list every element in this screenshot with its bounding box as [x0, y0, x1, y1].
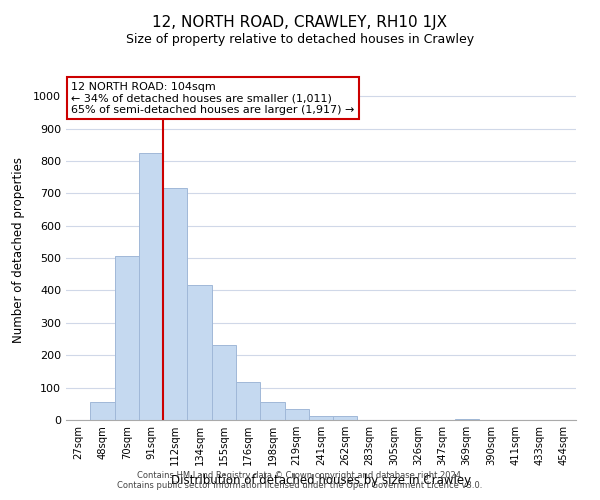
Text: 12 NORTH ROAD: 104sqm
← 34% of detached houses are smaller (1,011)
65% of semi-d: 12 NORTH ROAD: 104sqm ← 34% of detached … [71, 82, 355, 115]
Y-axis label: Number of detached properties: Number of detached properties [12, 157, 25, 343]
Bar [90, 402, 115, 420]
Bar [115, 256, 139, 420]
Bar [455, 418, 479, 420]
Text: 12, NORTH ROAD, CRAWLEY, RH10 1JX: 12, NORTH ROAD, CRAWLEY, RH10 1JX [152, 15, 448, 30]
Bar [212, 344, 236, 420]
Text: Size of property relative to detached houses in Crawley: Size of property relative to detached ho… [126, 32, 474, 46]
Bar [187, 284, 212, 420]
Bar [260, 402, 284, 420]
Bar [309, 416, 333, 420]
Bar [236, 382, 260, 420]
Bar [163, 188, 187, 420]
Bar [284, 408, 309, 420]
X-axis label: Distribution of detached houses by size in Crawley: Distribution of detached houses by size … [171, 474, 471, 486]
Text: Contains HM Land Registry data © Crown copyright and database right 2024.
Contai: Contains HM Land Registry data © Crown c… [118, 470, 482, 490]
Bar [333, 416, 358, 420]
Bar [139, 153, 163, 420]
